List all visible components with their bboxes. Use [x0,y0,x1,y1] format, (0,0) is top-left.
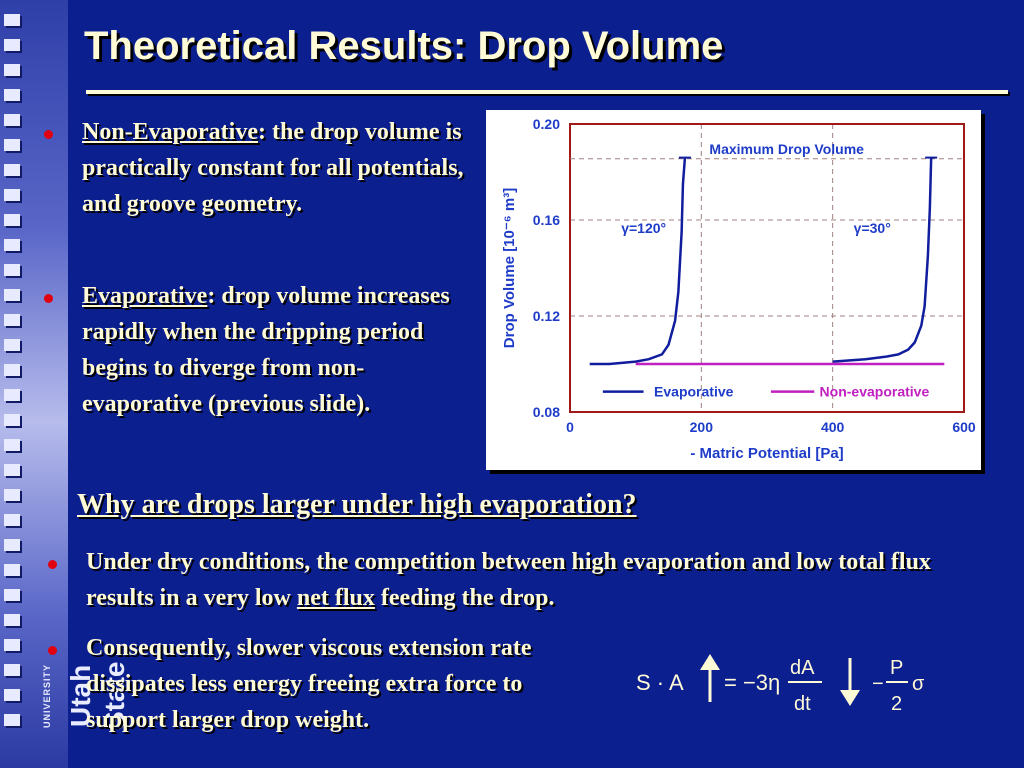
decor-square [4,589,20,601]
max-volume-label: Maximum Drop Volume [709,141,864,157]
slide-title: Theoretical Results: Drop Volume [84,24,724,68]
drop-volume-chart: 0 200 400 600 0.08 0.12 0.16 0.20 - Matric Poten… [501,116,976,462]
curve-label: γ=120° [621,220,666,236]
bullet-evaporative: Evaporative: drop volume increases rapid… [82,278,477,422]
series-line-0 [589,157,687,366]
decor-square [4,664,20,676]
legend-label-evaporative: Evaporative [654,384,734,400]
decor-square [4,39,20,51]
bullet-text: Under dry conditions, the competition be… [86,549,931,611]
eq-den2: 2 [891,693,902,715]
eq-num1: dA [790,657,815,679]
decor-square [4,289,20,301]
bullet-dot [48,560,57,569]
decor-square [4,239,20,251]
decor-square [4,439,20,451]
bullet-dot [48,646,57,655]
decor-square [4,364,20,376]
decor-square [4,264,20,276]
bullet-text: feeding the drop. [374,585,555,611]
eq-den1: dt [794,693,811,715]
bullet-nonevaporative: Non-Evaporative: the drop volume is prac… [82,114,472,222]
decor-square [4,389,20,401]
decor-square [4,564,20,576]
decor-square [4,339,20,351]
equation-graphic: S · A = −3η dA dt − P 2 σ [636,654,925,715]
x-tick-label: 400 [821,419,845,435]
down-arrow-head-icon [840,690,860,706]
chart-panel: 0 200 400 600 0.08 0.12 0.16 0.20 - Matric Poten… [486,110,981,470]
eq-num2: P [890,657,903,679]
decor-square [4,514,20,526]
decor-square [4,539,20,551]
decor-square [4,89,20,101]
y-tick-label: 0.12 [533,308,560,324]
university-logo: UNIVERSITY Utah State [30,636,130,756]
y-tick-label: 0.16 [533,212,560,228]
y-axis-label: Drop Volume [10⁻⁶ m³] [501,188,518,348]
y-tick-label: 0.20 [533,116,560,132]
equation: S · A = −3η dA dt − P 2 σ [628,638,928,722]
term-net-flux: net flux [296,585,375,611]
y-tick-label: 0.08 [533,404,560,420]
eq-rhs: = −3η [724,670,780,695]
bullet-text: : the drop volume is practically constan… [82,119,464,217]
question-heading: Why are drops larger under high evaporat… [77,489,637,520]
x-tick-label: 0 [566,419,574,435]
term-nonevaporative: Non-Evaporative [82,119,258,145]
plot-frame [569,123,965,413]
bullet-dot [44,294,53,303]
eq-lhs: S · A [636,670,684,695]
bullet-dry-conditions: Under dry conditions, the competition be… [86,544,986,616]
eq-minus: − [872,673,884,695]
decor-square [4,114,20,126]
decor-square [4,414,20,426]
decor-square [4,14,20,26]
sidebar-decoration: UNIVERSITY Utah State [0,0,130,768]
decor-square [4,189,20,201]
legend-label-nonevaporative: Non-evaporative [820,384,930,400]
eq-sigma: σ [912,673,925,695]
square-pattern [4,14,24,739]
decor-square [4,164,20,176]
bullet-text: : drop volume increases rapidly when the… [82,283,450,417]
bullet-consequently: Consequently, slower viscous extension r… [86,635,532,733]
term-evaporative: Evaporative [82,283,208,309]
x-axis-label: - Matric Potential [Pa] [690,445,843,462]
decor-square [4,614,20,626]
decor-square [4,314,20,326]
x-tick-label: 200 [690,419,714,435]
x-tick-label: 600 [952,419,976,435]
decor-square [4,214,20,226]
decor-square [4,64,20,76]
decor-square [4,464,20,476]
decor-square [4,714,20,726]
decor-square [4,639,20,651]
logo-small: UNIVERSITY [42,664,52,729]
decor-square [4,689,20,701]
curve-label: γ=30° [854,220,891,236]
bullet-dot [44,130,53,139]
up-arrow-head-icon [700,654,720,670]
series-line-1 [832,157,933,363]
decor-square [4,139,20,151]
decor-square [4,489,20,501]
title-rule [86,90,1008,94]
